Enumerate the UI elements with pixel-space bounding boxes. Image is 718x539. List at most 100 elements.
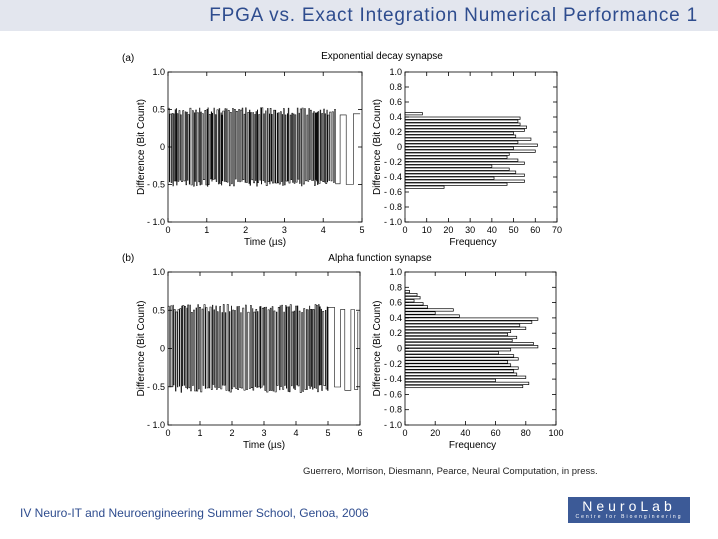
histogram-bar <box>404 182 508 186</box>
x-tick-label: 40 <box>487 225 497 235</box>
histogram-bar <box>404 326 527 330</box>
y-tick-label: - 0.2 <box>384 359 402 369</box>
histogram-bar <box>404 348 512 352</box>
histogram-bar <box>404 164 493 168</box>
y-tick-label: 0.2 <box>389 127 402 137</box>
x-tick-label: 20 <box>443 225 453 235</box>
y-tick-label: - 0.4 <box>384 374 402 384</box>
y-tick-label: 0 <box>397 142 402 152</box>
histogram-bar <box>404 360 509 364</box>
histogram-bar <box>404 323 521 327</box>
histogram-bar <box>404 372 518 376</box>
y-tick-label: 0 <box>160 142 165 152</box>
histogram-bar <box>404 384 524 389</box>
y-axis-label: Difference (Bit Count) <box>372 99 383 195</box>
y-tick-label: 0.4 <box>389 112 402 122</box>
y-tick-label: 0.8 <box>389 282 402 292</box>
y-tick-label: - 0.4 <box>384 172 402 182</box>
histogram-bar <box>404 378 496 382</box>
y-tick-label: 0.2 <box>389 328 402 338</box>
x-axis-label: Frequency <box>449 440 496 451</box>
x-tick-label: 70 <box>552 225 562 235</box>
y-tick-label: 0.5 <box>152 305 165 315</box>
histogram-bar <box>404 375 527 379</box>
y-tick-label: 0 <box>397 344 402 354</box>
panel-label: (b) <box>122 253 134 264</box>
x-tick-label: 0 <box>165 225 170 235</box>
histogram-bar <box>404 128 525 132</box>
x-tick-label: 40 <box>460 428 470 438</box>
histogram-bar <box>404 293 418 297</box>
y-tick-label: 1.0 <box>152 267 165 277</box>
y-tick-label: - 1.0 <box>384 420 402 430</box>
x-tick-label: 1 <box>204 225 209 235</box>
y-axis-label: Difference (Bit Count) <box>136 301 147 397</box>
histogram-bar <box>404 342 534 346</box>
y-tick-label: 1.0 <box>389 67 402 77</box>
panel-label: (a) <box>122 53 134 64</box>
histogram-bar <box>404 357 519 361</box>
histogram-bar <box>404 122 521 126</box>
histogram-bar <box>404 112 423 116</box>
y-tick-label: - 1.0 <box>384 217 402 227</box>
histogram-bar <box>404 140 519 144</box>
histogram-bar <box>404 170 517 174</box>
y-tick-label: - 0.8 <box>384 405 402 415</box>
histogram-bar <box>404 119 519 123</box>
histogram-bar <box>404 143 538 147</box>
x-tick-label: 0 <box>402 428 407 438</box>
panel-title: Exponential decay synapse <box>321 51 443 62</box>
x-tick-label: 4 <box>321 225 326 235</box>
title-bar: FPGA vs. Exact Integration Numerical Per… <box>0 0 718 31</box>
y-tick-label: 0.8 <box>389 82 402 92</box>
histogram-bar <box>404 332 509 337</box>
slide-title: FPGA vs. Exact Integration Numerical Per… <box>209 5 698 26</box>
y-tick-label: - 0.6 <box>384 187 402 197</box>
histogram-bar <box>404 305 428 309</box>
y-tick-label: 0 <box>160 344 165 354</box>
y-tick-label: 1.0 <box>152 67 165 77</box>
neurolab-logo: NeuroLab Centre for Bioengineering <box>568 497 690 523</box>
x-tick-label: 10 <box>422 225 432 235</box>
x-tick-label: 2 <box>243 225 248 235</box>
x-tick-label: 5 <box>359 225 364 235</box>
histogram-bar <box>404 299 415 303</box>
histogram-bar <box>404 146 514 150</box>
histogram-bar <box>404 329 512 333</box>
y-axis-label: Difference (Bit Count) <box>372 301 383 397</box>
histogram-bar <box>404 125 527 129</box>
y-tick-label: - 0.6 <box>384 389 402 399</box>
histogram-bar <box>404 308 454 312</box>
histogram-bar <box>404 335 518 340</box>
histogram-bar <box>404 320 533 324</box>
histogram-bar <box>404 314 460 318</box>
histogram-bar <box>404 167 510 171</box>
panel-a: (a) Exponential decay synapse 0 1 2 3 4 5 1.0 0.5… <box>122 51 562 248</box>
histogram-bar <box>404 290 410 294</box>
y-tick-label: - 0.5 <box>147 180 165 190</box>
x-tick-label: 2 <box>229 428 234 438</box>
histogram-bar <box>404 366 519 370</box>
histogram-bar <box>404 381 530 385</box>
histogram-bar <box>404 131 514 135</box>
histogram-bar <box>404 354 515 358</box>
x-tick-label: 100 <box>548 428 563 438</box>
footer-text: IV Neuro-IT and Neuroengineering Summer … <box>20 506 369 520</box>
x-tick-label: 60 <box>491 428 501 438</box>
y-tick-label: 0.6 <box>389 298 402 308</box>
histogram-bar <box>404 152 510 156</box>
y-axis-label: Difference (Bit Count) <box>136 99 147 195</box>
logo-subtitle: Centre for Bioengineering <box>575 514 683 520</box>
signal-trace <box>167 304 359 393</box>
x-tick-label: 5 <box>325 428 330 438</box>
histogram-bar <box>404 351 499 355</box>
histogram-bar <box>404 311 436 315</box>
histogram-bar <box>404 149 536 153</box>
panel-title: Alpha function synapse <box>328 253 432 264</box>
x-tick-label: 20 <box>430 428 440 438</box>
histogram-bar <box>404 363 512 367</box>
histogram-bar <box>404 296 421 300</box>
histogram-bar <box>404 158 519 162</box>
